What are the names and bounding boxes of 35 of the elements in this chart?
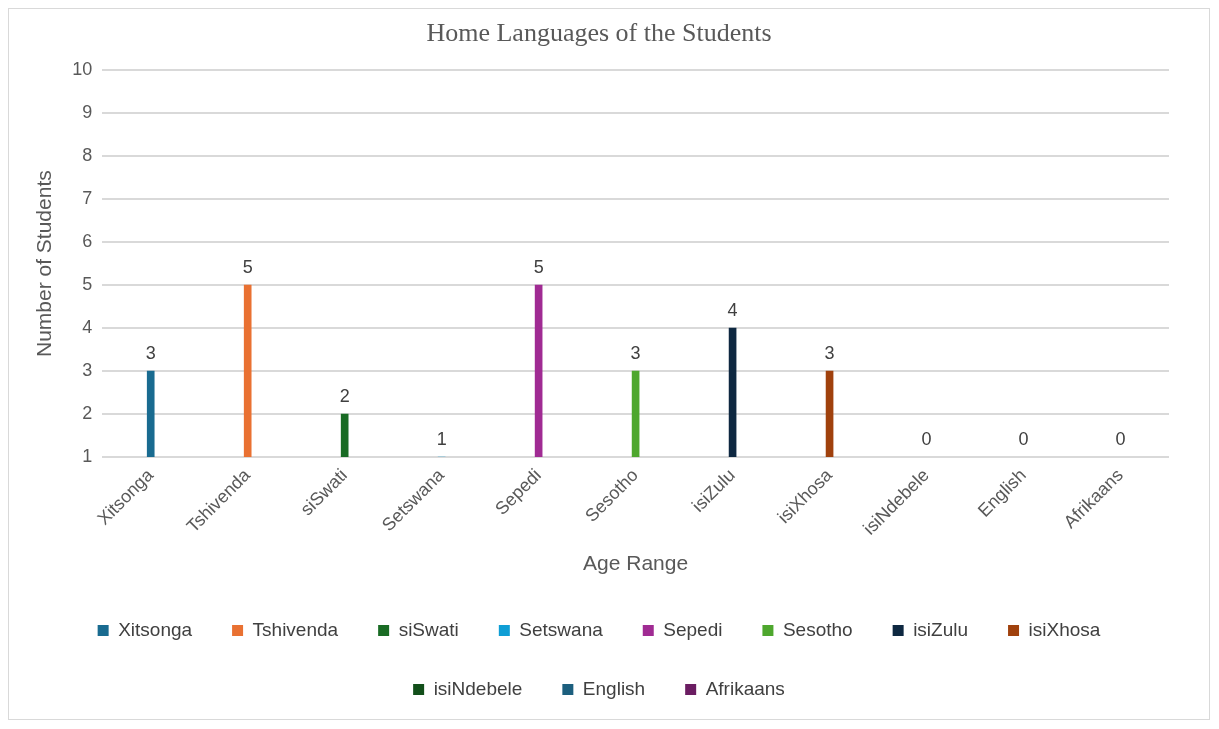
legend-label: siSwati [398,618,459,640]
text: 0 [1018,429,1029,450]
data-label: 2 [339,386,350,407]
data-label: 4 [727,300,738,321]
y-tick-label: 6 [82,231,93,252]
y-tick-label: 4 [82,317,93,338]
y-tick-label: 1 [82,446,93,467]
legend-label: isiXhosa [1028,618,1101,640]
legend-label: Afrikaans [705,677,785,699]
y-axis-title: Number of Students [32,170,56,358]
legend-label: isiNdebele [433,677,523,699]
legend-label: Sesotho [782,618,853,640]
data-label: 3 [630,343,641,364]
legend-label: isiZulu [913,618,969,640]
data-label: 3 [145,343,156,364]
data-label: 3 [824,343,835,364]
data-label: 5 [242,257,253,278]
y-tick-label: 9 [82,102,93,123]
data-label: 1 [436,429,447,450]
legend-label: Setswana [519,618,604,640]
text: 0 [1115,429,1126,450]
chart-title: Home Languages of the Students [426,18,772,48]
y-tick-label: 7 [82,188,93,209]
legend-label: English [582,677,646,699]
y-tick-label: 5 [82,274,93,295]
y-tick-label: 2 [82,403,93,424]
y-tick-label: 3 [82,360,93,381]
y-tick-label: 8 [82,145,93,166]
legend-label: Sepedi [663,618,723,640]
text: 0 [921,429,932,450]
legend-label: Xitsonga [118,618,193,640]
legend-label: Tshivenda [252,618,339,640]
y-tick-label: 10 [72,59,93,80]
data-label: 5 [533,257,544,278]
x-axis-title: Age Range [583,551,689,575]
